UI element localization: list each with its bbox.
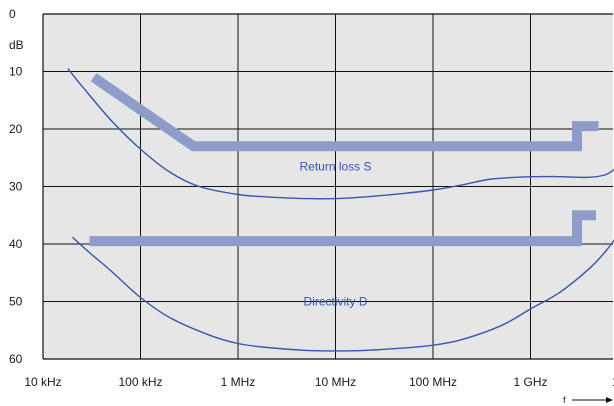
y-tick-label: 0 — [9, 7, 16, 21]
limit-band — [90, 73, 599, 152]
x-tick-label: 10 MHz — [315, 375, 356, 389]
x-tick-label: 10 GHz — [612, 375, 614, 389]
x-axis-label: f — [563, 395, 566, 405]
x-axis-arrowhead — [606, 397, 613, 403]
x-tick-label: 100 kHz — [118, 375, 162, 389]
y-tick-label: 60 — [9, 352, 23, 366]
x-tick-label: 1 MHz — [221, 375, 256, 389]
series-label: Directivity D — [303, 295, 367, 309]
x-tick-label: 1 GHz — [513, 375, 547, 389]
limit-band — [89, 210, 596, 247]
series-label: Return loss S — [299, 159, 371, 173]
y-tick-label: 10 — [9, 65, 23, 79]
y-axis-label: dB — [9, 38, 24, 52]
series-line — [71, 236, 614, 352]
series-line — [67, 68, 614, 200]
y-tick-label: 20 — [9, 122, 23, 136]
y-tick-label: 30 — [9, 180, 23, 194]
y-tick-label: 40 — [9, 237, 23, 251]
x-tick-label: 10 kHz — [24, 375, 61, 389]
x-tick-label: 100 MHz — [409, 375, 457, 389]
y-tick-label: 50 — [9, 295, 23, 309]
